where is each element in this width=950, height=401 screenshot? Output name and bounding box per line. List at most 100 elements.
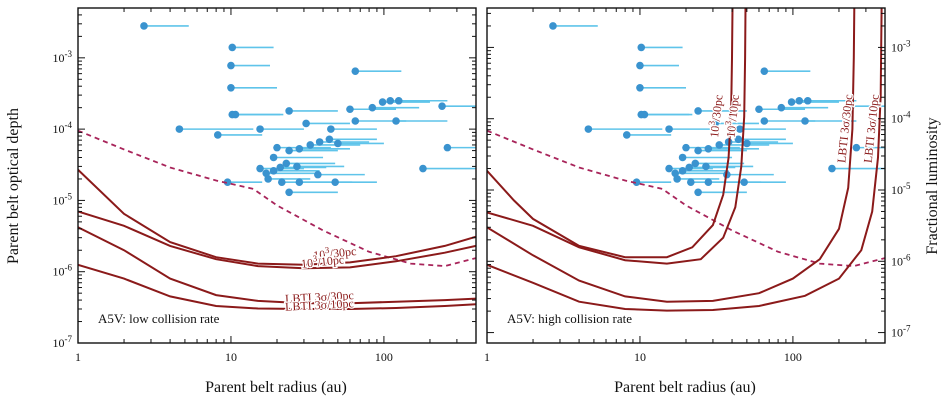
curve-lbti-3-10pc [487,8,883,312]
data-point [223,178,232,187]
data-point [740,178,748,187]
data-point [715,141,724,149]
data-point [306,141,315,149]
plot-frame [486,7,886,344]
data-point [264,175,272,183]
data-point [269,167,278,175]
y-tick-label-right: 10-3 [891,38,911,54]
data-point [368,103,377,112]
x-tick-label: 100 [784,350,802,364]
data-point [273,143,281,152]
data-point [760,67,769,75]
data-point [665,164,673,173]
data-point [315,138,324,146]
data-point [346,105,354,114]
curve-10-3-30pc [78,168,476,266]
data-point [285,146,293,155]
data-point [285,188,293,197]
y-tick-label-right: 10-5 [891,181,911,197]
curve-label: LBTI 3σ/30pc [285,288,354,306]
dashed-curve [487,129,885,268]
data-point [438,102,446,110]
data-point [443,143,452,152]
data-point [351,67,360,75]
data-point [828,164,836,173]
data-point [175,125,184,133]
data-point [213,131,222,139]
dashed-curve [78,129,476,268]
data-point [269,153,278,162]
data-point [622,131,631,139]
data-point [678,153,687,162]
data-point [314,170,322,179]
data-point [584,125,593,133]
data-point [227,61,235,70]
y-tick-label-left: 10-5 [53,191,73,207]
data-point [734,135,743,144]
data-point [302,119,310,128]
data-point [256,125,264,133]
data-point [755,105,763,114]
data-point [295,178,304,187]
data-point [694,107,702,115]
data-point [140,22,148,30]
curve-10-3-10pc [78,210,476,270]
data-point [394,96,403,105]
data-point [736,125,744,133]
y-tick-label-right: 10-6 [891,252,911,268]
data-point [256,164,264,173]
data-point [334,139,342,148]
data-point [685,163,694,172]
curve-label: 103/10pc [300,250,345,270]
data-point [852,143,861,152]
data-point [276,163,285,172]
curve-lbti-3-10pc [78,263,476,310]
data-point [278,178,286,187]
y-tick-label-left: 10-6 [53,263,73,279]
data-point [711,119,719,128]
panel-label: A5V: high collision rate [507,311,632,326]
x-axis-title-right: Parent belt radius (au) [614,379,756,396]
data-point [694,146,702,155]
curve-label: LBTI 3σ/10pc [285,296,354,314]
data-point [691,159,700,168]
y-tick-label-left: 10-4 [53,120,73,136]
data-point [419,164,427,173]
y-axis-title-right: Fractional luminosity [924,117,941,254]
curve-10-3-30pc [487,8,734,259]
data-point [803,96,812,105]
x-tick-label: 100 [375,350,393,364]
data-point [704,178,713,187]
data-point [392,117,400,125]
data-point [640,110,649,119]
x-tick-label: 1 [75,350,81,364]
data-point [760,117,769,125]
data-point [295,144,304,153]
x-axis-title-left: Parent belt radius (au) [205,379,347,396]
data-point [227,83,235,92]
data-point [637,43,646,52]
data-point [682,143,690,152]
curve-lbti-3-30pc [78,226,476,305]
data-point [282,159,291,168]
y-tick-label-right: 10-7 [891,324,911,340]
curve-label: 103/30pc [705,94,725,139]
data-point [325,135,334,144]
data-point [673,175,681,183]
data-point [636,61,644,70]
data-point [632,178,641,187]
data-point [327,125,335,133]
data-point [687,178,695,187]
curve-label: 103/30pc [312,242,357,262]
data-point [795,96,804,105]
data-point [331,178,339,187]
data-point [777,103,786,112]
x-tick-label: 10 [634,350,646,364]
panel-label: A5V: low collision rate [98,311,220,326]
data-point [285,107,293,115]
data-point [694,188,702,197]
data-point [636,83,644,92]
data-point [228,43,237,52]
